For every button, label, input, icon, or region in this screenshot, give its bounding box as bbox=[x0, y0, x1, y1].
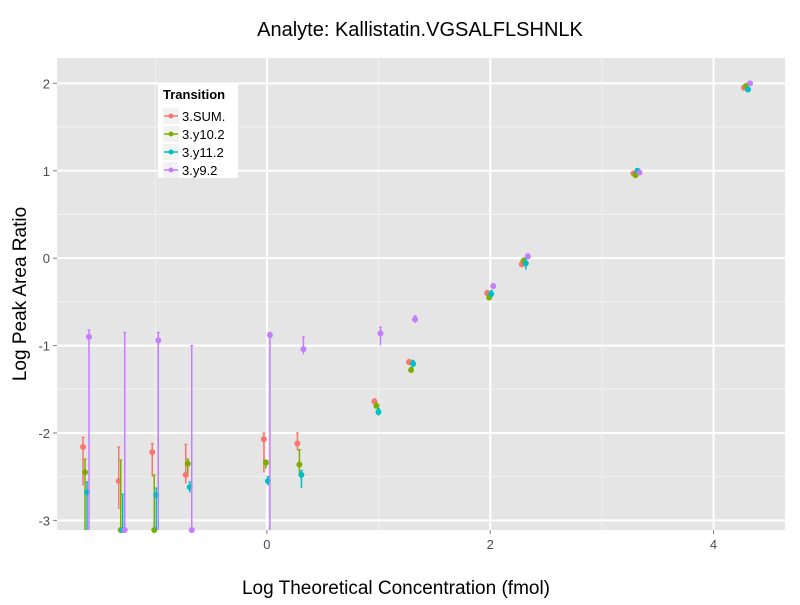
legend-label: 3.y9.2 bbox=[182, 163, 217, 178]
data-point bbox=[373, 402, 380, 409]
y-axis-label: Log Peak Area Ratio bbox=[10, 207, 31, 381]
data-marks bbox=[80, 80, 754, 533]
series-3.y9.2 bbox=[86, 80, 754, 533]
data-point bbox=[636, 169, 643, 176]
y-tick-label: -3 bbox=[38, 513, 50, 528]
data-point bbox=[298, 471, 305, 478]
legend-label: 3.SUM. bbox=[182, 109, 225, 124]
x-axis-label: Log Theoretical Concentration (fmol) bbox=[242, 578, 550, 599]
legend-key-point bbox=[168, 167, 174, 173]
y-tick-label: 0 bbox=[43, 251, 50, 266]
data-point bbox=[377, 330, 384, 337]
data-point bbox=[121, 527, 128, 533]
y-tick-label: 2 bbox=[43, 76, 50, 91]
data-point bbox=[80, 443, 87, 450]
data-point bbox=[296, 461, 303, 468]
data-point bbox=[375, 409, 382, 415]
data-point bbox=[188, 527, 195, 533]
data-point bbox=[524, 253, 531, 260]
data-point bbox=[410, 360, 417, 367]
data-point bbox=[86, 333, 93, 340]
data-point bbox=[155, 337, 162, 344]
x-tick-label: 4 bbox=[710, 537, 717, 552]
chart-title: Analyte: Kallistatin.VGSALFLSHNLK bbox=[257, 19, 583, 41]
y-tick-label: 1 bbox=[43, 164, 50, 179]
data-point bbox=[745, 86, 752, 93]
data-point bbox=[82, 469, 89, 476]
data-point bbox=[184, 460, 191, 467]
data-point bbox=[266, 332, 273, 339]
axes: 0 2 4 -3 -2 -1 0 1 2 bbox=[38, 76, 717, 552]
data-point bbox=[747, 80, 754, 87]
data-point bbox=[262, 459, 269, 466]
y-tick-label: -1 bbox=[38, 339, 50, 354]
legend-key-point bbox=[168, 113, 174, 119]
legend-title: Transition bbox=[163, 87, 225, 102]
data-point bbox=[412, 316, 419, 323]
data-point bbox=[294, 440, 301, 447]
legend-label: 3.y10.2 bbox=[182, 127, 225, 142]
data-point bbox=[300, 346, 307, 353]
data-point bbox=[522, 260, 529, 267]
legend: Transition 3.SUM. 3.y10.2 3.y11.2 3.y9.2 bbox=[158, 84, 238, 178]
y-tick-label: -2 bbox=[38, 426, 50, 441]
data-point bbox=[490, 283, 497, 290]
data-point bbox=[488, 291, 495, 297]
legend-key-point bbox=[168, 149, 174, 155]
legend-key-point bbox=[168, 131, 174, 137]
data-point bbox=[182, 471, 189, 478]
data-point bbox=[260, 436, 267, 443]
x-tick-label: 2 bbox=[487, 537, 494, 552]
data-point bbox=[149, 449, 156, 456]
x-tick-label: 0 bbox=[263, 537, 270, 552]
data-point bbox=[408, 367, 415, 374]
legend-label: 3.y11.2 bbox=[182, 145, 224, 160]
